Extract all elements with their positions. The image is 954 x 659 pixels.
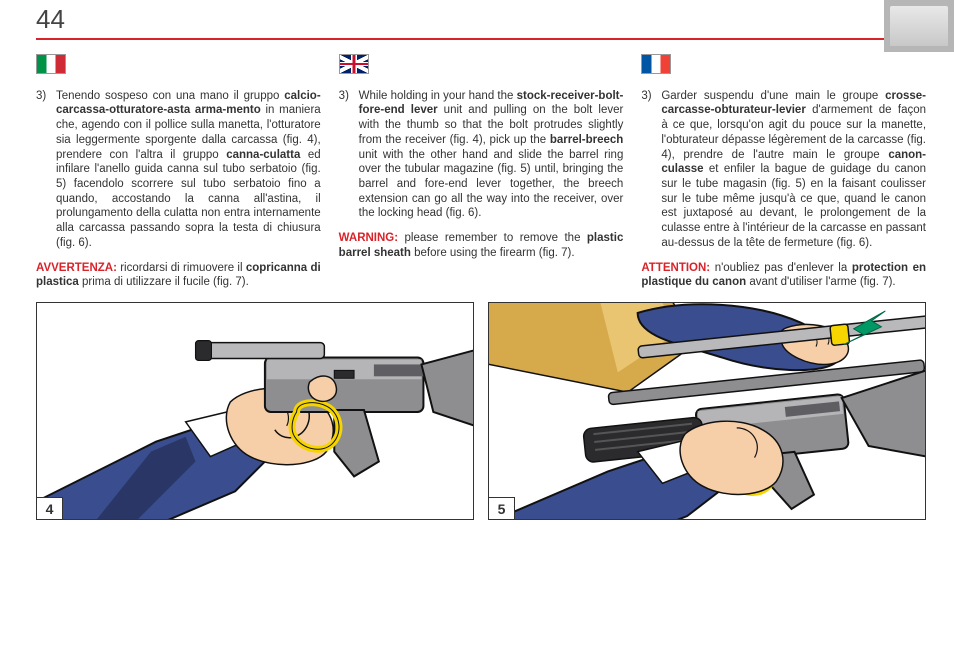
- figure-4-illustration: [37, 303, 473, 519]
- bold-text: barrel-breech: [550, 134, 624, 146]
- figure-4-label: 4: [37, 497, 63, 519]
- header-rule: [36, 38, 930, 40]
- text: While holding in your hand the: [359, 90, 517, 102]
- text: Tenendo sospeso con una mano il gruppo: [56, 90, 284, 102]
- flag-it-icon: [36, 54, 66, 74]
- text: ricordarsi di rimuovere il: [117, 262, 246, 274]
- text: Garder suspendu d'une main le groupe: [661, 90, 885, 102]
- bold-text: canna-culatta: [226, 149, 300, 161]
- warning-fr: ATTENTION: n'oubliez pas d'enlever la pr…: [641, 261, 926, 290]
- page-number: 44: [36, 4, 65, 35]
- column-it: 3)Tenendo sospeso con una mano il gruppo…: [36, 54, 321, 290]
- flag-fr-icon: [641, 54, 671, 74]
- paragraph-en: 3)While holding in your hand the stock-r…: [339, 89, 624, 221]
- figure-5-illustration: [489, 303, 925, 519]
- text: ed infilare l'anello guida canna sul tub…: [56, 149, 321, 249]
- text: unit with the other hand and slide the b…: [359, 149, 624, 220]
- list-number: 3): [641, 89, 661, 104]
- warning-label: ATTENTION:: [641, 262, 710, 274]
- warning-label: AVVERTENZA:: [36, 262, 117, 274]
- list-number: 3): [339, 89, 359, 104]
- corner-tab-icon: [884, 0, 954, 52]
- text: before using the firearm (fig. 7).: [411, 247, 575, 259]
- text: please remember to remove the: [398, 232, 587, 244]
- text: et enfiler la bague de guidage du canon …: [661, 163, 926, 249]
- figures-row: 4: [0, 298, 954, 520]
- text-columns: 3)Tenendo sospeso con una mano il gruppo…: [0, 40, 954, 298]
- list-number: 3): [36, 89, 56, 104]
- text: prima di utilizzare il fucile (fig. 7).: [79, 276, 249, 288]
- paragraph-fr: 3)Garder suspendu d'une main le groupe c…: [641, 89, 926, 251]
- page-header: 44: [0, 0, 954, 40]
- warning-label: WARNING:: [339, 232, 398, 244]
- warning-it: AVVERTENZA: ricordarsi di rimuovere il c…: [36, 261, 321, 290]
- column-en: 3)While holding in your hand the stock-r…: [339, 54, 624, 290]
- figure-4: 4: [36, 302, 474, 520]
- figure-5-label: 5: [489, 497, 515, 519]
- flag-uk-icon: [339, 54, 369, 74]
- paragraph-it: 3)Tenendo sospeso con una mano il gruppo…: [36, 89, 321, 251]
- text: avant d'utiliser l'arme (fig. 7).: [746, 276, 895, 288]
- text: n'oubliez pas d'enlever la: [710, 262, 852, 274]
- figure-5: 5: [488, 302, 926, 520]
- column-fr: 3)Garder suspendu d'une main le groupe c…: [641, 54, 926, 290]
- warning-en: WARNING: please remember to remove the p…: [339, 231, 624, 260]
